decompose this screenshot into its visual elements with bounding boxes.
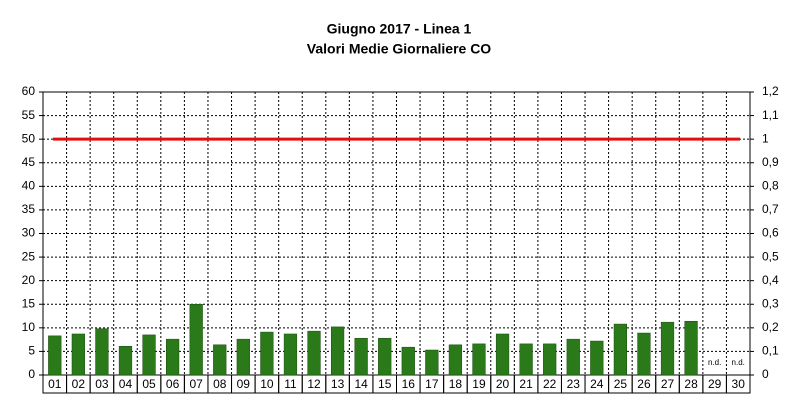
y-tick-label: 40 [22, 179, 36, 193]
y2-tick-label: 0,2 [762, 320, 779, 334]
bar [566, 338, 580, 376]
x-tick-label: 23 [567, 377, 581, 391]
bar [590, 340, 604, 376]
bar [378, 337, 392, 376]
x-tick-label: 06 [166, 377, 180, 391]
bar [142, 334, 156, 376]
bar [519, 343, 533, 376]
y2-tick-label: 0,6 [762, 226, 779, 240]
y-tick-label: 60 [22, 84, 36, 98]
bar [495, 333, 510, 376]
bar [283, 333, 298, 376]
bar [307, 330, 321, 376]
bar [71, 333, 85, 376]
y2-tick-label: 0,9 [762, 155, 779, 169]
x-tick-label: 29 [708, 377, 722, 391]
x-tick-label: 19 [472, 377, 486, 391]
x-tick-label: 20 [496, 377, 510, 391]
y-tick-label: 0 [28, 367, 35, 381]
bar [354, 337, 368, 376]
y2-tick-label: 0,7 [762, 202, 779, 216]
x-tick-label: 18 [449, 377, 463, 391]
x-tick-label: 21 [519, 377, 533, 391]
y-tick-label: 55 [22, 108, 36, 122]
y2-tick-label: 0,5 [762, 249, 779, 263]
bar [448, 344, 463, 376]
y-tick-label: 15 [22, 296, 36, 310]
x-tick-label: 17 [425, 377, 439, 391]
bar [684, 320, 698, 376]
x-tick-label: 30 [732, 377, 746, 391]
bar [613, 323, 627, 376]
x-tick-label: 12 [307, 377, 321, 391]
y2-tick-label: 1,2 [762, 84, 779, 98]
x-tick-label: 22 [543, 377, 557, 391]
x-tick-label: 24 [590, 377, 604, 391]
y2-tick-label: 1,1 [762, 108, 779, 122]
x-tick-label: 02 [72, 377, 86, 391]
x-tick-label: 26 [637, 377, 651, 391]
y-tick-label: 10 [22, 320, 36, 334]
bar [472, 343, 486, 376]
y-tick-label: 20 [22, 273, 36, 287]
chart-subtitle: Valori Medie Giornaliere CO [307, 41, 492, 57]
bar [637, 332, 651, 376]
x-tick-label: 11 [284, 377, 297, 391]
x-tick-label: 28 [684, 377, 698, 391]
y2-tick-label: 0,3 [762, 296, 779, 310]
bar [236, 338, 250, 376]
y2-tick-label: 0,8 [762, 179, 779, 193]
y-tick-label: 5 [28, 344, 35, 358]
bar [543, 343, 557, 376]
x-tick-label: 05 [142, 377, 156, 391]
chart-title: Giugno 2017 - Linea 1 [327, 21, 472, 37]
x-tick-label: 27 [661, 377, 675, 391]
x-tick-label: 13 [331, 377, 345, 391]
x-label-box [725, 374, 751, 394]
x-tick-label: 01 [48, 377, 62, 391]
bar [189, 304, 203, 376]
x-tick-label: 03 [95, 377, 109, 391]
value-label: n.d. [708, 358, 721, 367]
y2-tick-label: 1 [762, 131, 769, 145]
x-tick-label: 14 [354, 377, 368, 391]
x-tick-label: 09 [237, 377, 251, 391]
x-tick-label: 25 [614, 377, 628, 391]
y2-tick-label: 0,1 [762, 344, 779, 358]
bar [48, 335, 62, 376]
bar [166, 338, 180, 376]
bar [260, 331, 274, 376]
bar [213, 344, 227, 376]
x-tick-label: 16 [402, 377, 416, 391]
x-tick-label: 04 [119, 377, 133, 391]
bar [118, 345, 133, 376]
y2-tick-label: 0 [762, 367, 769, 381]
bar [330, 326, 345, 376]
x-tick-label: 15 [378, 377, 392, 391]
y-tick-label: 35 [22, 202, 36, 216]
y-tick-label: 30 [22, 226, 36, 240]
bar [425, 349, 439, 376]
value-label: n.d. [732, 358, 745, 367]
x-tick-label: 08 [213, 377, 227, 391]
y-tick-label: 50 [22, 131, 36, 145]
y-tick-label: 25 [22, 249, 36, 263]
y2-tick-label: 0,4 [762, 273, 779, 287]
bar [401, 346, 415, 376]
bar [95, 328, 109, 376]
bar [660, 321, 675, 376]
x-tick-label: 10 [260, 377, 274, 391]
y-tick-label: 45 [22, 155, 36, 169]
x-tick-label: 07 [190, 377, 204, 391]
